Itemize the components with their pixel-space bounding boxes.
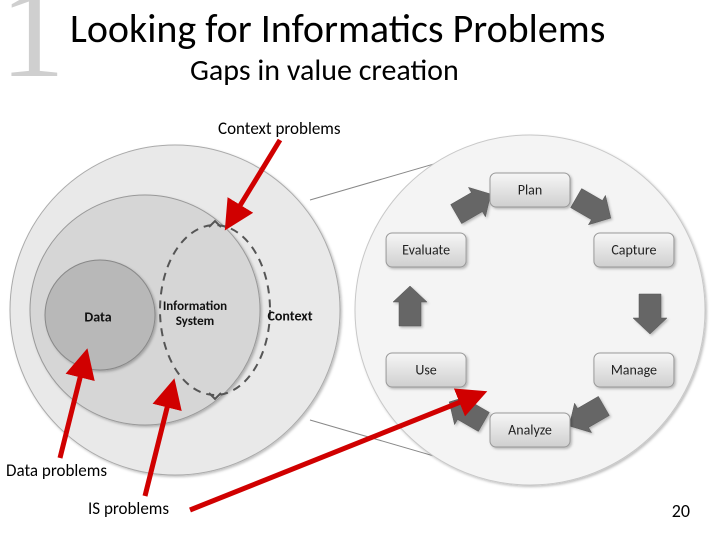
cycle-node-label-analyze: Analyze	[508, 421, 552, 438]
venn-label-is2: System	[176, 314, 215, 329]
diagram-svg: Data InformationSystem Context Plan Capture M…	[0, 0, 720, 540]
venn-label-context: Context	[267, 307, 312, 324]
cycle-node-label-manage: Manage	[611, 361, 657, 378]
cycle-node-label-evaluate: Evaluate	[402, 241, 450, 258]
venn-label-is1: Information	[163, 299, 227, 314]
cycle-node-label-use: Use	[415, 361, 436, 378]
cycle-node-label-capture: Capture	[611, 241, 656, 258]
venn-label-data: Data	[84, 308, 111, 325]
cycle-node-label-plan: Plan	[518, 181, 543, 198]
